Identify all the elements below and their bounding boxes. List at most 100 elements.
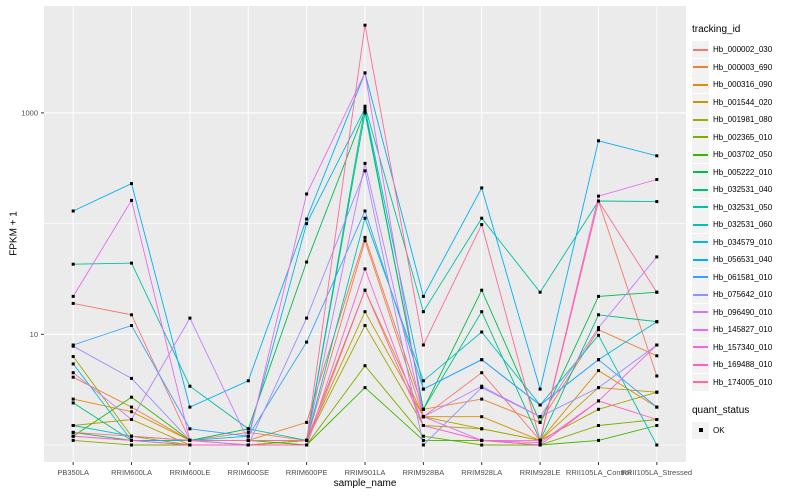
x-tick-label: RRII105LA_Stressed [622, 468, 692, 477]
series-color-line-icon [693, 381, 708, 383]
data-point [71, 209, 75, 213]
data-point [363, 109, 367, 113]
legend-entry: Hb_056531_040 [692, 251, 798, 268]
data-point [363, 239, 367, 243]
data-point [421, 438, 425, 442]
series-color-line-icon [693, 101, 708, 103]
legend-entry: Hb_061581_010 [692, 268, 798, 286]
legend-entry: Hb_157340_010 [692, 338, 798, 356]
legend-entry: Hb_096490_010 [692, 303, 798, 321]
data-point [363, 386, 367, 390]
data-point [655, 178, 659, 181]
data-point [363, 364, 367, 368]
data-point [246, 438, 250, 442]
data-point [421, 387, 425, 391]
x-tick-label: PB350LA [57, 468, 89, 477]
data-point [655, 320, 659, 324]
legend-key [692, 163, 709, 181]
legend-key [692, 421, 709, 439]
data-point [363, 288, 367, 292]
y-axis-title: FPKM + 1 [8, 211, 20, 256]
data-point [363, 161, 367, 165]
series-color-line-icon [693, 258, 708, 261]
data-point [305, 192, 309, 196]
data-point [597, 399, 600, 403]
series-color-line-icon [693, 363, 708, 366]
legend-key [692, 303, 709, 321]
data-point [597, 438, 600, 442]
legend-entry: Hb_174005_010 [692, 373, 798, 391]
legend-key [692, 76, 709, 93]
legend-entry-label: Hb_157340_010 [713, 342, 773, 352]
data-point [305, 222, 309, 226]
data-point [188, 438, 192, 442]
series-color-line-icon [693, 83, 708, 86]
legend-entry-label: OK [713, 425, 725, 435]
black-square-point-icon [698, 428, 703, 432]
legend-entry-label: Hb_001981_080 [713, 115, 773, 124]
x-tick-label: RRIM928LE [520, 468, 561, 477]
legend-entry-label: Hb_000003_690 [713, 62, 773, 72]
legend-entry: Hb_032531_050 [692, 198, 798, 216]
data-point [71, 397, 75, 401]
series-color-line-icon [693, 136, 708, 138]
data-point [363, 169, 367, 173]
data-point [305, 438, 309, 442]
data-point [130, 405, 133, 409]
data-point [655, 390, 659, 394]
data-point [71, 344, 75, 348]
data-point [305, 340, 309, 344]
data-point [130, 395, 133, 399]
legend-entry: Hb_002365_010 [692, 128, 798, 146]
x-tick-label: RRIM600SE [227, 468, 269, 477]
quant-status-legend-entries: OK [692, 421, 798, 439]
data-point [363, 71, 367, 75]
legend-entry-label: Hb_034579_010 [713, 237, 773, 247]
data-point [421, 379, 425, 383]
data-point [363, 209, 367, 213]
tracking-id-legend-entries: Hb_000002_030 Hb_000003_690 Hb_000316_090 H… [692, 41, 798, 391]
data-point [71, 294, 75, 298]
data-point [480, 288, 484, 292]
data-point [655, 443, 659, 447]
legend-entry-label: Hb_032531_060 [713, 220, 773, 229]
y-tick-label: 1000 [21, 108, 38, 117]
data-point [130, 443, 133, 447]
data-point [305, 420, 309, 424]
data-point [421, 343, 425, 347]
data-point [130, 410, 133, 414]
data-point [246, 430, 250, 434]
legend-entry: Hb_169488_010 [692, 356, 798, 373]
legend-entry-label: Hb_056531_040 [713, 255, 773, 264]
data-point [480, 438, 484, 442]
legend-entry: Hb_000003_690 [692, 58, 798, 76]
data-point [305, 217, 309, 221]
data-point [655, 290, 659, 294]
data-point [130, 261, 133, 265]
data-point [480, 427, 484, 431]
data-point [655, 154, 659, 158]
data-point [71, 401, 75, 405]
data-point [71, 375, 75, 379]
data-point [538, 387, 542, 391]
data-point [538, 420, 542, 424]
legend-key [692, 146, 709, 163]
data-point [480, 415, 484, 419]
legend-key [692, 286, 709, 303]
y-tick-label: 10 [30, 330, 38, 339]
legend-entry-label: Hb_096490_010 [713, 307, 773, 317]
data-point [421, 407, 425, 411]
data-point [188, 384, 192, 388]
data-point [71, 371, 75, 375]
data-point [597, 294, 600, 298]
legend-entry-label: Hb_000002_030 [713, 45, 773, 54]
data-point [71, 430, 75, 434]
legend-title-quant-status: quant_status [692, 404, 750, 416]
data-point [480, 443, 484, 447]
legend-key [692, 181, 709, 198]
x-tick-label: RRIM928LA [461, 468, 502, 477]
data-point [130, 418, 133, 421]
data-point [480, 397, 484, 401]
legend-key [692, 216, 709, 233]
data-point [655, 405, 659, 409]
